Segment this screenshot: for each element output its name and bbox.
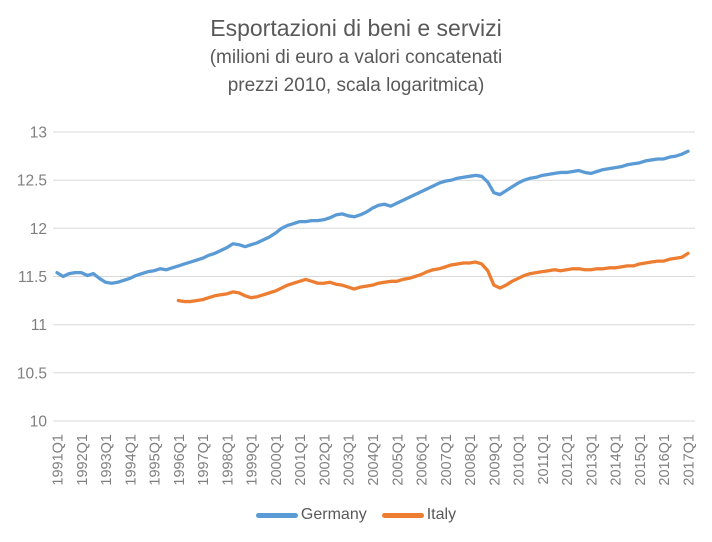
legend-label-italy: Italy [426,506,457,523]
x-tick-label: 2007Q1 [439,434,455,486]
x-tick-label: 2000Q1 [269,434,285,486]
x-tick-label: 1994Q1 [123,434,139,486]
x-tick-label: 2013Q1 [584,434,600,486]
series-line-italy [176,251,690,304]
y-tick-label: 10 [30,414,48,431]
x-tick-label: 2002Q1 [318,434,334,486]
chart-subtitle-line1: (milioni di euro a valori concatenati [209,47,503,68]
y-tick-label: 11.5 [18,269,47,286]
y-tick-label: 11 [31,317,47,334]
x-tick-label: 2006Q1 [415,434,431,486]
x-tick-label: 2003Q1 [342,434,358,486]
x-tick-label: 2015Q1 [633,434,649,486]
series-line-germany [55,149,690,285]
x-tick-label: 1993Q1 [99,434,115,486]
x-tick-label: 1991Q1 [51,434,67,486]
legend-line-italy-icon [381,512,424,518]
legend: Germany Italy [0,506,712,524]
y-tick-label: 13 [30,125,47,142]
x-tick-label: 2014Q1 [609,434,625,486]
x-tick-label: 1992Q1 [75,434,91,486]
x-tick-label: 1999Q1 [245,434,261,486]
x-tick-label: 1996Q1 [172,434,188,486]
x-tick-label: 2016Q1 [657,434,673,486]
legend-line-germany-icon [255,512,298,518]
x-tick-label: 2004Q1 [366,434,382,486]
x-tick-label: 2011Q1 [536,434,552,485]
x-tick-label: 1995Q1 [148,434,164,486]
x-tick-label: 2012Q1 [560,434,576,486]
x-tick-label: 1998Q1 [220,434,236,486]
legend-item-germany: Germany [255,506,367,524]
x-tick-label: 2017Q1 [682,434,698,486]
legend-label-germany: Germany [300,506,367,523]
x-tick-label: 2008Q1 [463,434,479,486]
y-tick-label: 12 [30,221,47,238]
x-tick-label: 2001Q1 [293,434,309,486]
chart-title-block: Esportazioni di beni e servizi (milioni … [0,13,712,100]
chart-title: Esportazioni di beni e servizi [210,15,502,41]
x-tick-label: 2010Q1 [512,434,528,486]
y-tick-label: 10.5 [17,365,47,382]
x-tick-label: 2009Q1 [487,434,503,486]
chart-subtitle-line2: prezzi 2010, scala logaritmica) [227,75,485,96]
x-tick-label: 2005Q1 [390,434,406,486]
x-tick-label: 1997Q1 [196,434,212,486]
y-tick-label: 12.5 [17,173,47,190]
legend-item-italy: Italy [381,506,457,524]
